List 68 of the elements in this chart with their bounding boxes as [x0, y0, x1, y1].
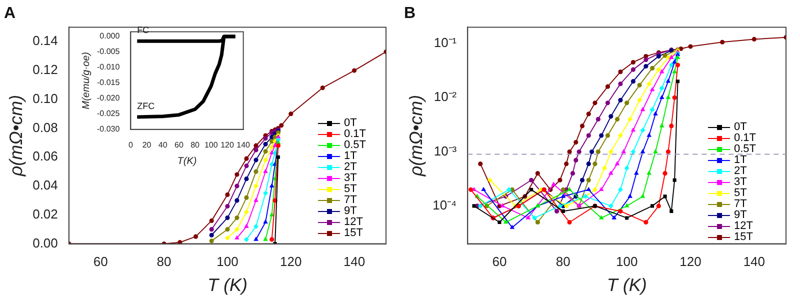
- legend-label: 0.1T: [344, 128, 366, 140]
- x-tick-label: 100: [204, 140, 218, 150]
- x-tick-label: 20: [142, 140, 152, 150]
- legend-label: 0.5T: [344, 139, 366, 151]
- x-tick-label: 60: [492, 254, 507, 270]
- x-tick-label: 140: [343, 254, 366, 270]
- series-label: ZFC: [137, 101, 156, 112]
- legend-label: 5T: [734, 187, 747, 199]
- legend-label: 3T: [344, 172, 357, 184]
- y-axis-title: ρ(mΩ•cm): [6, 94, 26, 178]
- x-tick-label: 120: [220, 140, 234, 150]
- y-tick-label: 10⁻³: [434, 143, 458, 158]
- legend-label: 1T: [734, 154, 747, 166]
- y-tick-label: 0.06: [32, 148, 58, 164]
- y-tick-label: 10⁻¹: [434, 35, 458, 50]
- y-tick-label: 0.08: [32, 120, 58, 135]
- x-tick-label: 140: [236, 140, 251, 150]
- y-tick-label: -0.025: [96, 109, 120, 118]
- legend-label: 0.1T: [734, 132, 756, 144]
- legend-label: 12T: [734, 220, 753, 232]
- y-tick-label: -0.010: [96, 62, 120, 72]
- y-tick-label: 0.02: [32, 206, 58, 222]
- y-tick-label: 0.00: [32, 235, 58, 250]
- legend-label: 7T: [344, 194, 357, 206]
- legend-label: 0.5T: [734, 143, 756, 155]
- y-tick-label: 0.10: [32, 90, 58, 106]
- y-tick-label: -0.030: [96, 124, 120, 134]
- x-tick-label: 100: [616, 254, 638, 270]
- y-tick-label: 0.000: [100, 32, 120, 41]
- x-axis-title: T(K): [177, 156, 197, 167]
- legend-label: 0T: [344, 117, 357, 129]
- x-tick-label: 0: [128, 140, 134, 150]
- y-tick-label: 0.14: [32, 33, 58, 48]
- x-tick-label: 80: [190, 140, 200, 150]
- x-tick-label: 140: [743, 254, 766, 270]
- y-tick-label: 0.04: [32, 178, 58, 193]
- y-tick-label: 0.12: [32, 62, 58, 78]
- legend-label: 2T: [344, 161, 357, 173]
- chart-title: B: [404, 5, 416, 22]
- x-tick-label: 80: [156, 254, 172, 270]
- x-tick-label: 40: [158, 140, 168, 150]
- y-axis-title: M(emu/g·oe): [80, 52, 92, 110]
- legend-label: 15T: [734, 231, 753, 243]
- legend-label: 9T: [734, 209, 747, 221]
- chart-title: A: [4, 5, 16, 22]
- y-tick-label: 10⁻⁴: [432, 198, 457, 213]
- x-tick-label: 80: [556, 254, 570, 270]
- legend-label: 3T: [734, 176, 747, 188]
- y-tick-label: -0.020: [96, 94, 120, 103]
- y-tick-label: 10⁻²: [434, 89, 458, 104]
- x-tick-label: 120: [680, 254, 702, 270]
- legend-label: 1T: [344, 150, 357, 162]
- y-tick-label: -0.015: [96, 78, 120, 88]
- x-axis-title: T (K): [207, 275, 248, 296]
- y-axis-title: ρ(mΩ•cm): [406, 94, 426, 178]
- x-tick-label: 100: [216, 254, 238, 270]
- legend-label: 12T: [344, 216, 363, 228]
- legend-label: 15T: [344, 227, 363, 239]
- x-axis-title: T (K): [606, 275, 647, 296]
- x-tick-label: 120: [280, 254, 302, 270]
- legend-label: 2T: [734, 165, 747, 177]
- y-tick-label: -0.005: [96, 47, 120, 56]
- x-tick-label: 60: [93, 254, 108, 270]
- legend-label: 0T: [734, 121, 747, 133]
- legend-label: 9T: [344, 205, 357, 217]
- legend-label: 5T: [344, 183, 357, 195]
- x-tick-label: 60: [174, 140, 184, 150]
- legend-label: 7T: [734, 198, 747, 210]
